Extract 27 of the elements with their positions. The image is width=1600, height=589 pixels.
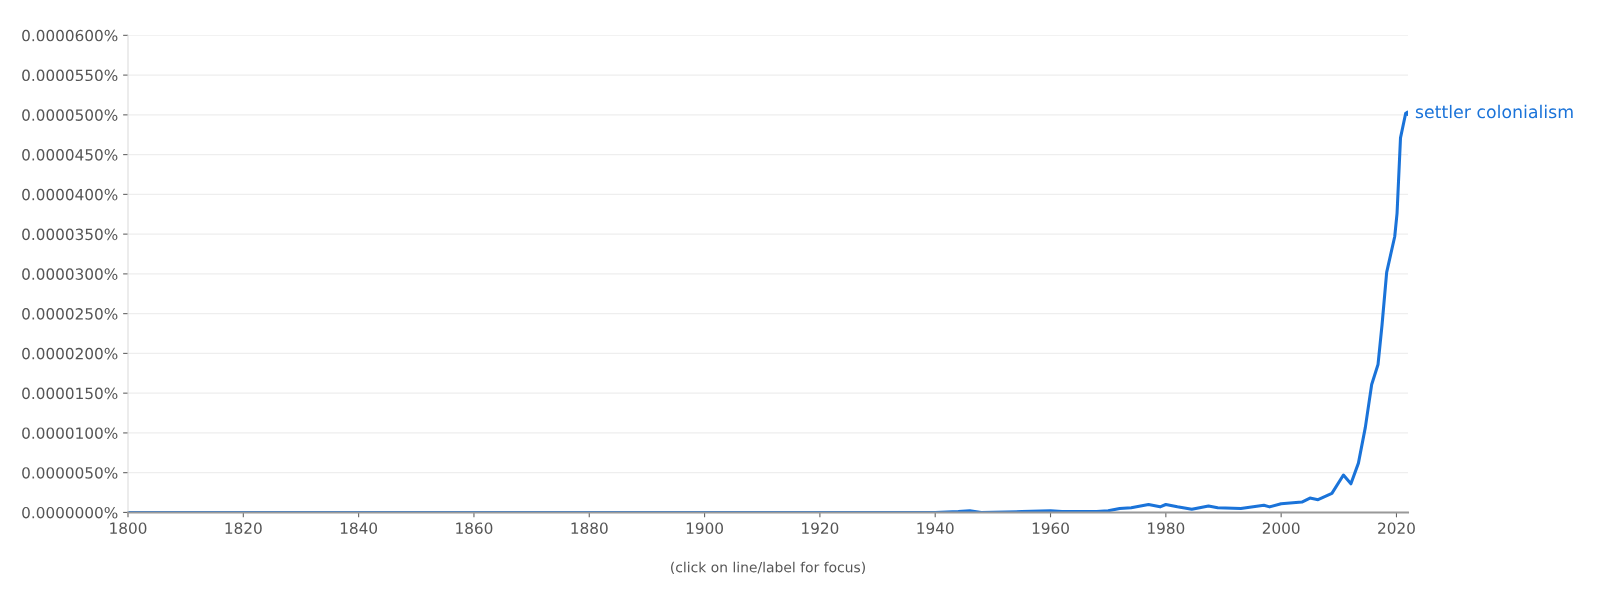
text: (click on line/label for focus) bbox=[671, 561, 865, 575]
x-tick-label: 1860 bbox=[456, 522, 493, 534]
y-tick-label: 0.0000200% bbox=[22, 347, 118, 360]
y-tick-label: 0.0000250% bbox=[22, 308, 118, 320]
x-tick-label: 1820 bbox=[225, 522, 262, 534]
x-tick-label: 1920 bbox=[802, 522, 839, 534]
x-tick-label: 1980 bbox=[1148, 522, 1185, 534]
y-tick-label: 0.0000300% bbox=[22, 268, 118, 280]
y-tick-label: 0.0000550% bbox=[22, 69, 118, 82]
x-tick-label: 1840 bbox=[340, 522, 378, 534]
y-tick-label: 0.0000150% bbox=[22, 387, 118, 400]
x-tick-label: 2020 bbox=[1378, 522, 1415, 534]
x-tick-label: 1880 bbox=[571, 522, 608, 534]
x-tick-label: 1800 bbox=[110, 522, 147, 534]
y-tick-label: 0.0000600% bbox=[22, 29, 118, 42]
y-tick-label: 0.0000000% bbox=[22, 506, 118, 519]
x-tick-label: 1960 bbox=[1032, 522, 1069, 534]
x-tick-label: 1900 bbox=[686, 522, 723, 534]
x-tick-label: 2000 bbox=[1262, 522, 1300, 534]
y-tick-label: 0.0000500% bbox=[22, 109, 118, 121]
y-tick-label: 0.0000350% bbox=[22, 228, 118, 241]
x-tick-label: 1940 bbox=[917, 522, 954, 534]
y-tick-label: 0.0000450% bbox=[22, 149, 118, 161]
y-tick-label: 0.0000400% bbox=[22, 188, 118, 201]
y-tick-label: 0.0000050% bbox=[22, 467, 118, 479]
series-label: settler colonialism bbox=[1415, 104, 1573, 119]
y-tick-label: 0.0000100% bbox=[22, 427, 118, 439]
